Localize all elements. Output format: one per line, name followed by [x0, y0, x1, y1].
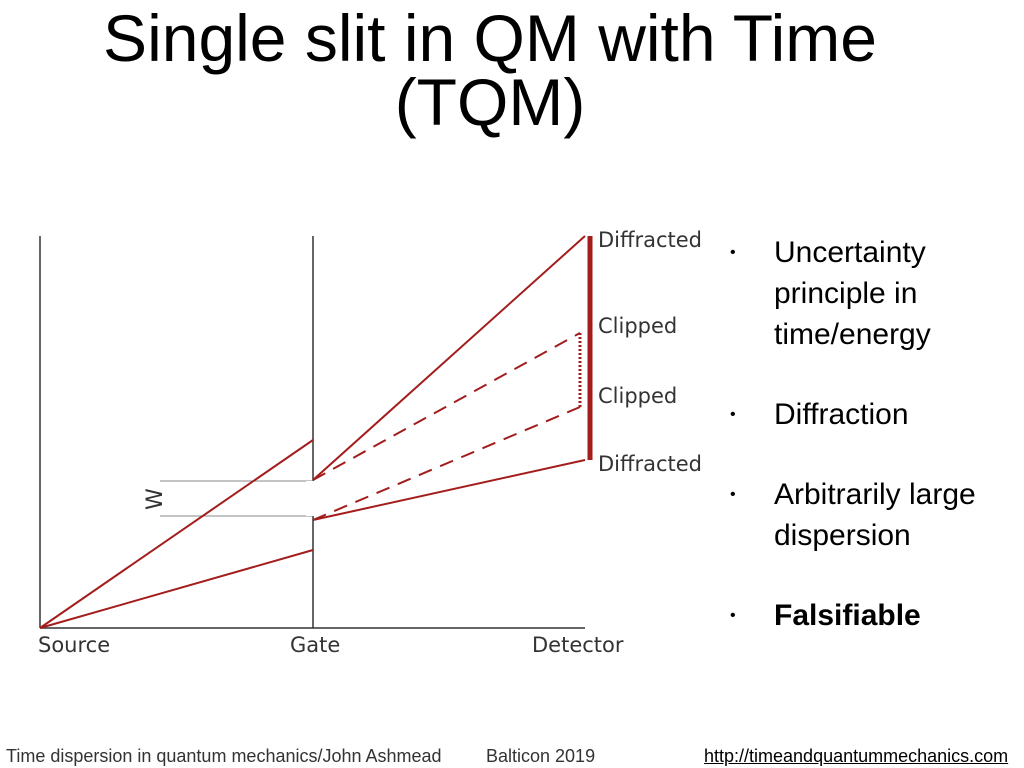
footer-website-link[interactable]: http://timeandquantummechanics.com	[704, 746, 1009, 766]
label-slit-width: W	[143, 488, 168, 510]
single-slit-diagram: Diffracted Clipped Clipped Diffracted So…	[38, 228, 702, 657]
bullet-list: • Uncertainty principle in time/energy •…	[730, 232, 1020, 636]
bullet-dot: •	[730, 486, 736, 503]
ray-clipped-upper	[312, 332, 581, 481]
label-detector: Detector	[532, 633, 624, 657]
ray-source-to-gate-lower	[39, 549, 314, 629]
label-clipped-lower: Clipped	[598, 384, 677, 408]
label-diffracted-bottom: Diffracted	[598, 452, 702, 476]
ray-clipped-lower	[312, 406, 581, 521]
bullet-item-dispersion: • Arbitrarily large dispersion	[730, 474, 1020, 556]
label-diffracted-top: Diffracted	[598, 228, 702, 252]
label-gate: Gate	[290, 633, 340, 657]
bullet-item-uncertainty: • Uncertainty principle in time/energy	[730, 232, 1020, 355]
bullet-text: Falsifiable	[774, 599, 921, 632]
bullet-dot: •	[730, 406, 736, 423]
label-clipped-upper: Clipped	[598, 314, 677, 338]
bullet-dot: •	[730, 607, 736, 624]
slide-title-line-1: Single slit in QM with Time	[103, 1, 877, 75]
ray-source-to-gate-upper	[39, 439, 314, 629]
ray-diffracted-bottom	[312, 459, 586, 521]
bullet-text: Arbitrarily large dispersion	[774, 478, 976, 552]
slide-title-line-2: (TQM)	[394, 65, 586, 139]
slit-opening	[306, 481, 320, 516]
ray-diffracted-top	[312, 235, 586, 481]
bullet-text: Uncertainty principle in time/energy	[774, 236, 931, 351]
label-source: Source	[38, 633, 110, 657]
slide-title: Single slit in QM with Time (TQM)	[0, 0, 980, 139]
bullet-dot: •	[730, 244, 736, 261]
bullet-item-falsifiable: • Falsifiable	[730, 595, 1020, 636]
bullet-text: Diffraction	[774, 398, 909, 431]
bullet-item-diffraction: • Diffraction	[730, 394, 1020, 435]
footer-presentation-title: Time dispersion in quantum mechanics/Joh…	[6, 746, 442, 766]
footer-event: Balticon 2019	[486, 746, 596, 766]
